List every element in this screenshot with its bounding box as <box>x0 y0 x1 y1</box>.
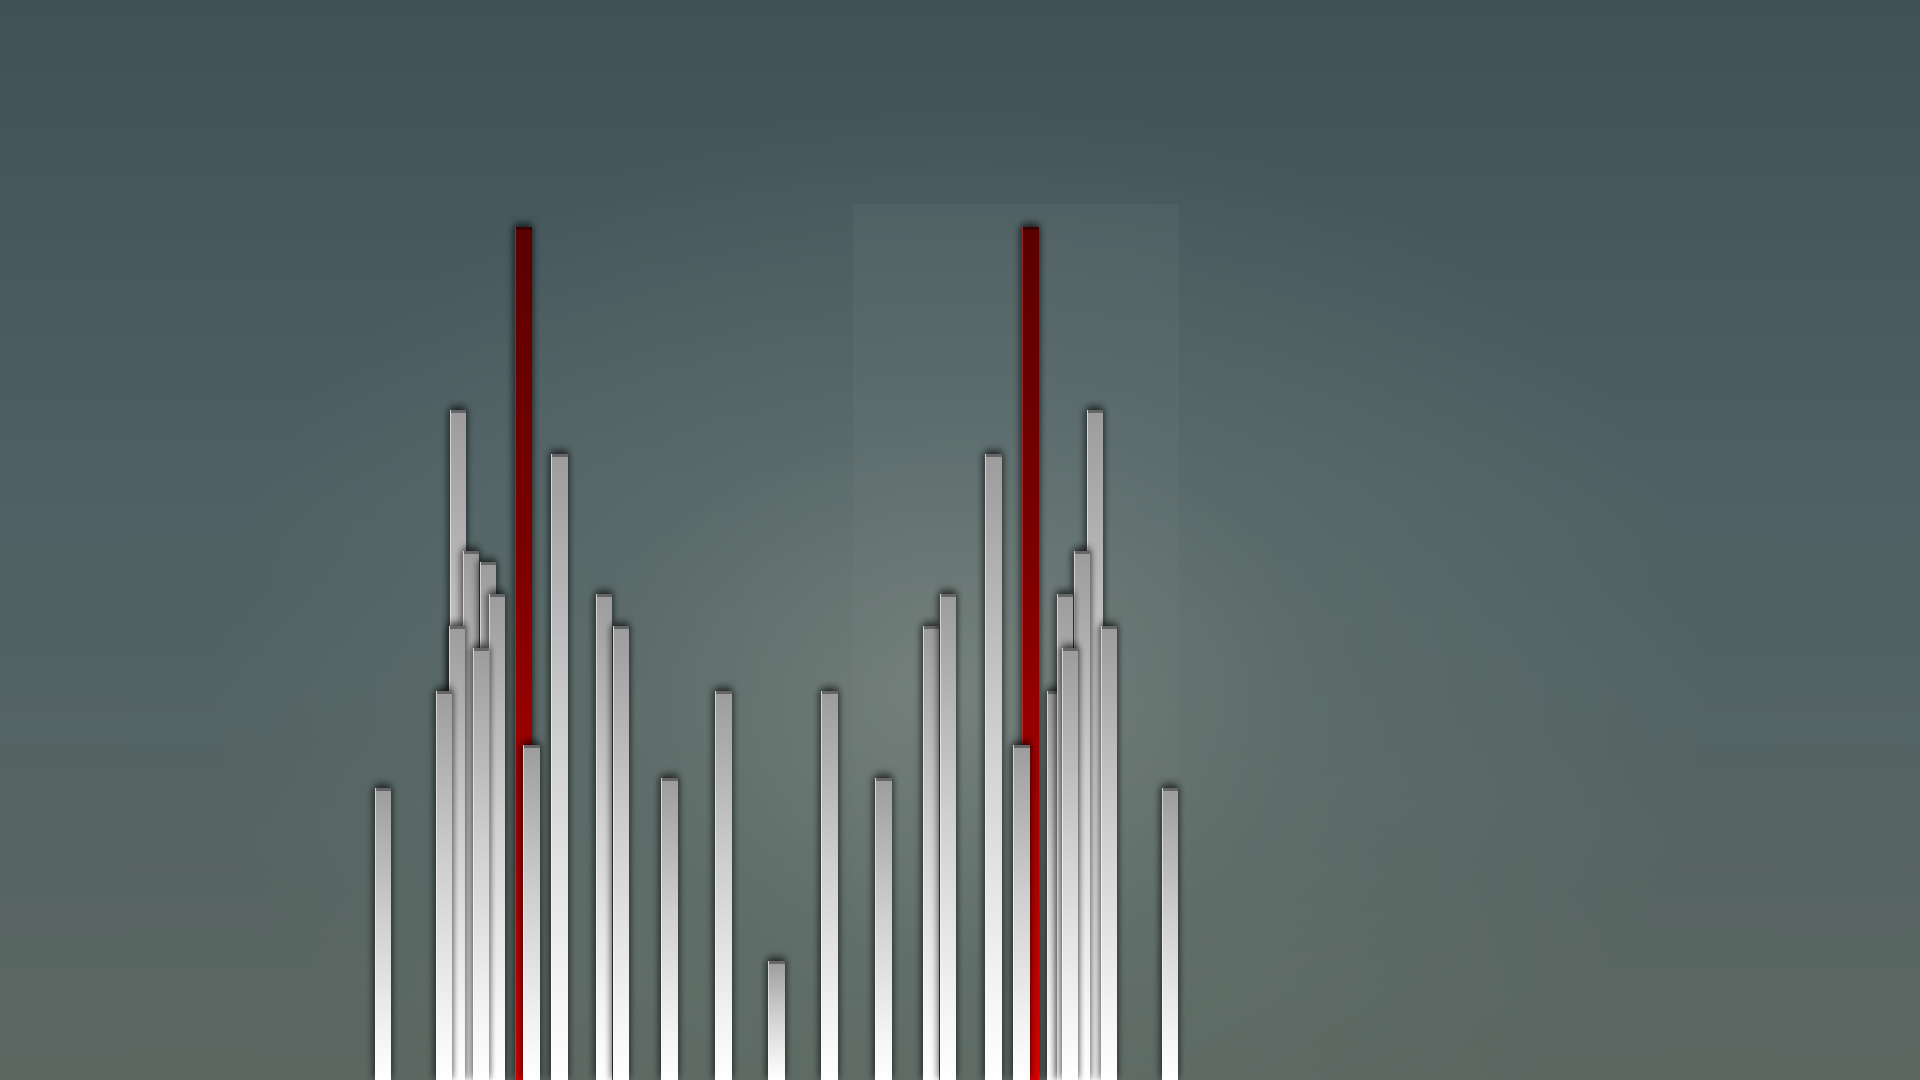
white-bar-07 <box>489 594 505 1080</box>
white-bar-16 <box>768 961 785 1080</box>
white-bar-29 <box>1101 626 1117 1080</box>
white-bar-14 <box>661 778 678 1080</box>
white-bar-23 <box>1013 745 1030 1080</box>
white-bar-13 <box>613 626 629 1080</box>
white-bar-20 <box>940 594 956 1080</box>
white-bar-17 <box>821 691 838 1080</box>
white-bar-12 <box>596 594 612 1080</box>
white-bar-15 <box>715 691 732 1080</box>
white-bar-01 <box>375 788 391 1080</box>
white-bar-30 <box>1162 788 1178 1080</box>
white-bar-24 <box>1062 648 1078 1080</box>
white-bar-06 <box>436 691 452 1080</box>
white-bar-10 <box>523 745 540 1080</box>
white-bar-21 <box>985 454 1002 1080</box>
white-bar-18 <box>875 778 892 1080</box>
white-bar-19 <box>923 626 939 1080</box>
white-bar-08 <box>473 648 489 1080</box>
white-bar-11 <box>551 454 568 1080</box>
